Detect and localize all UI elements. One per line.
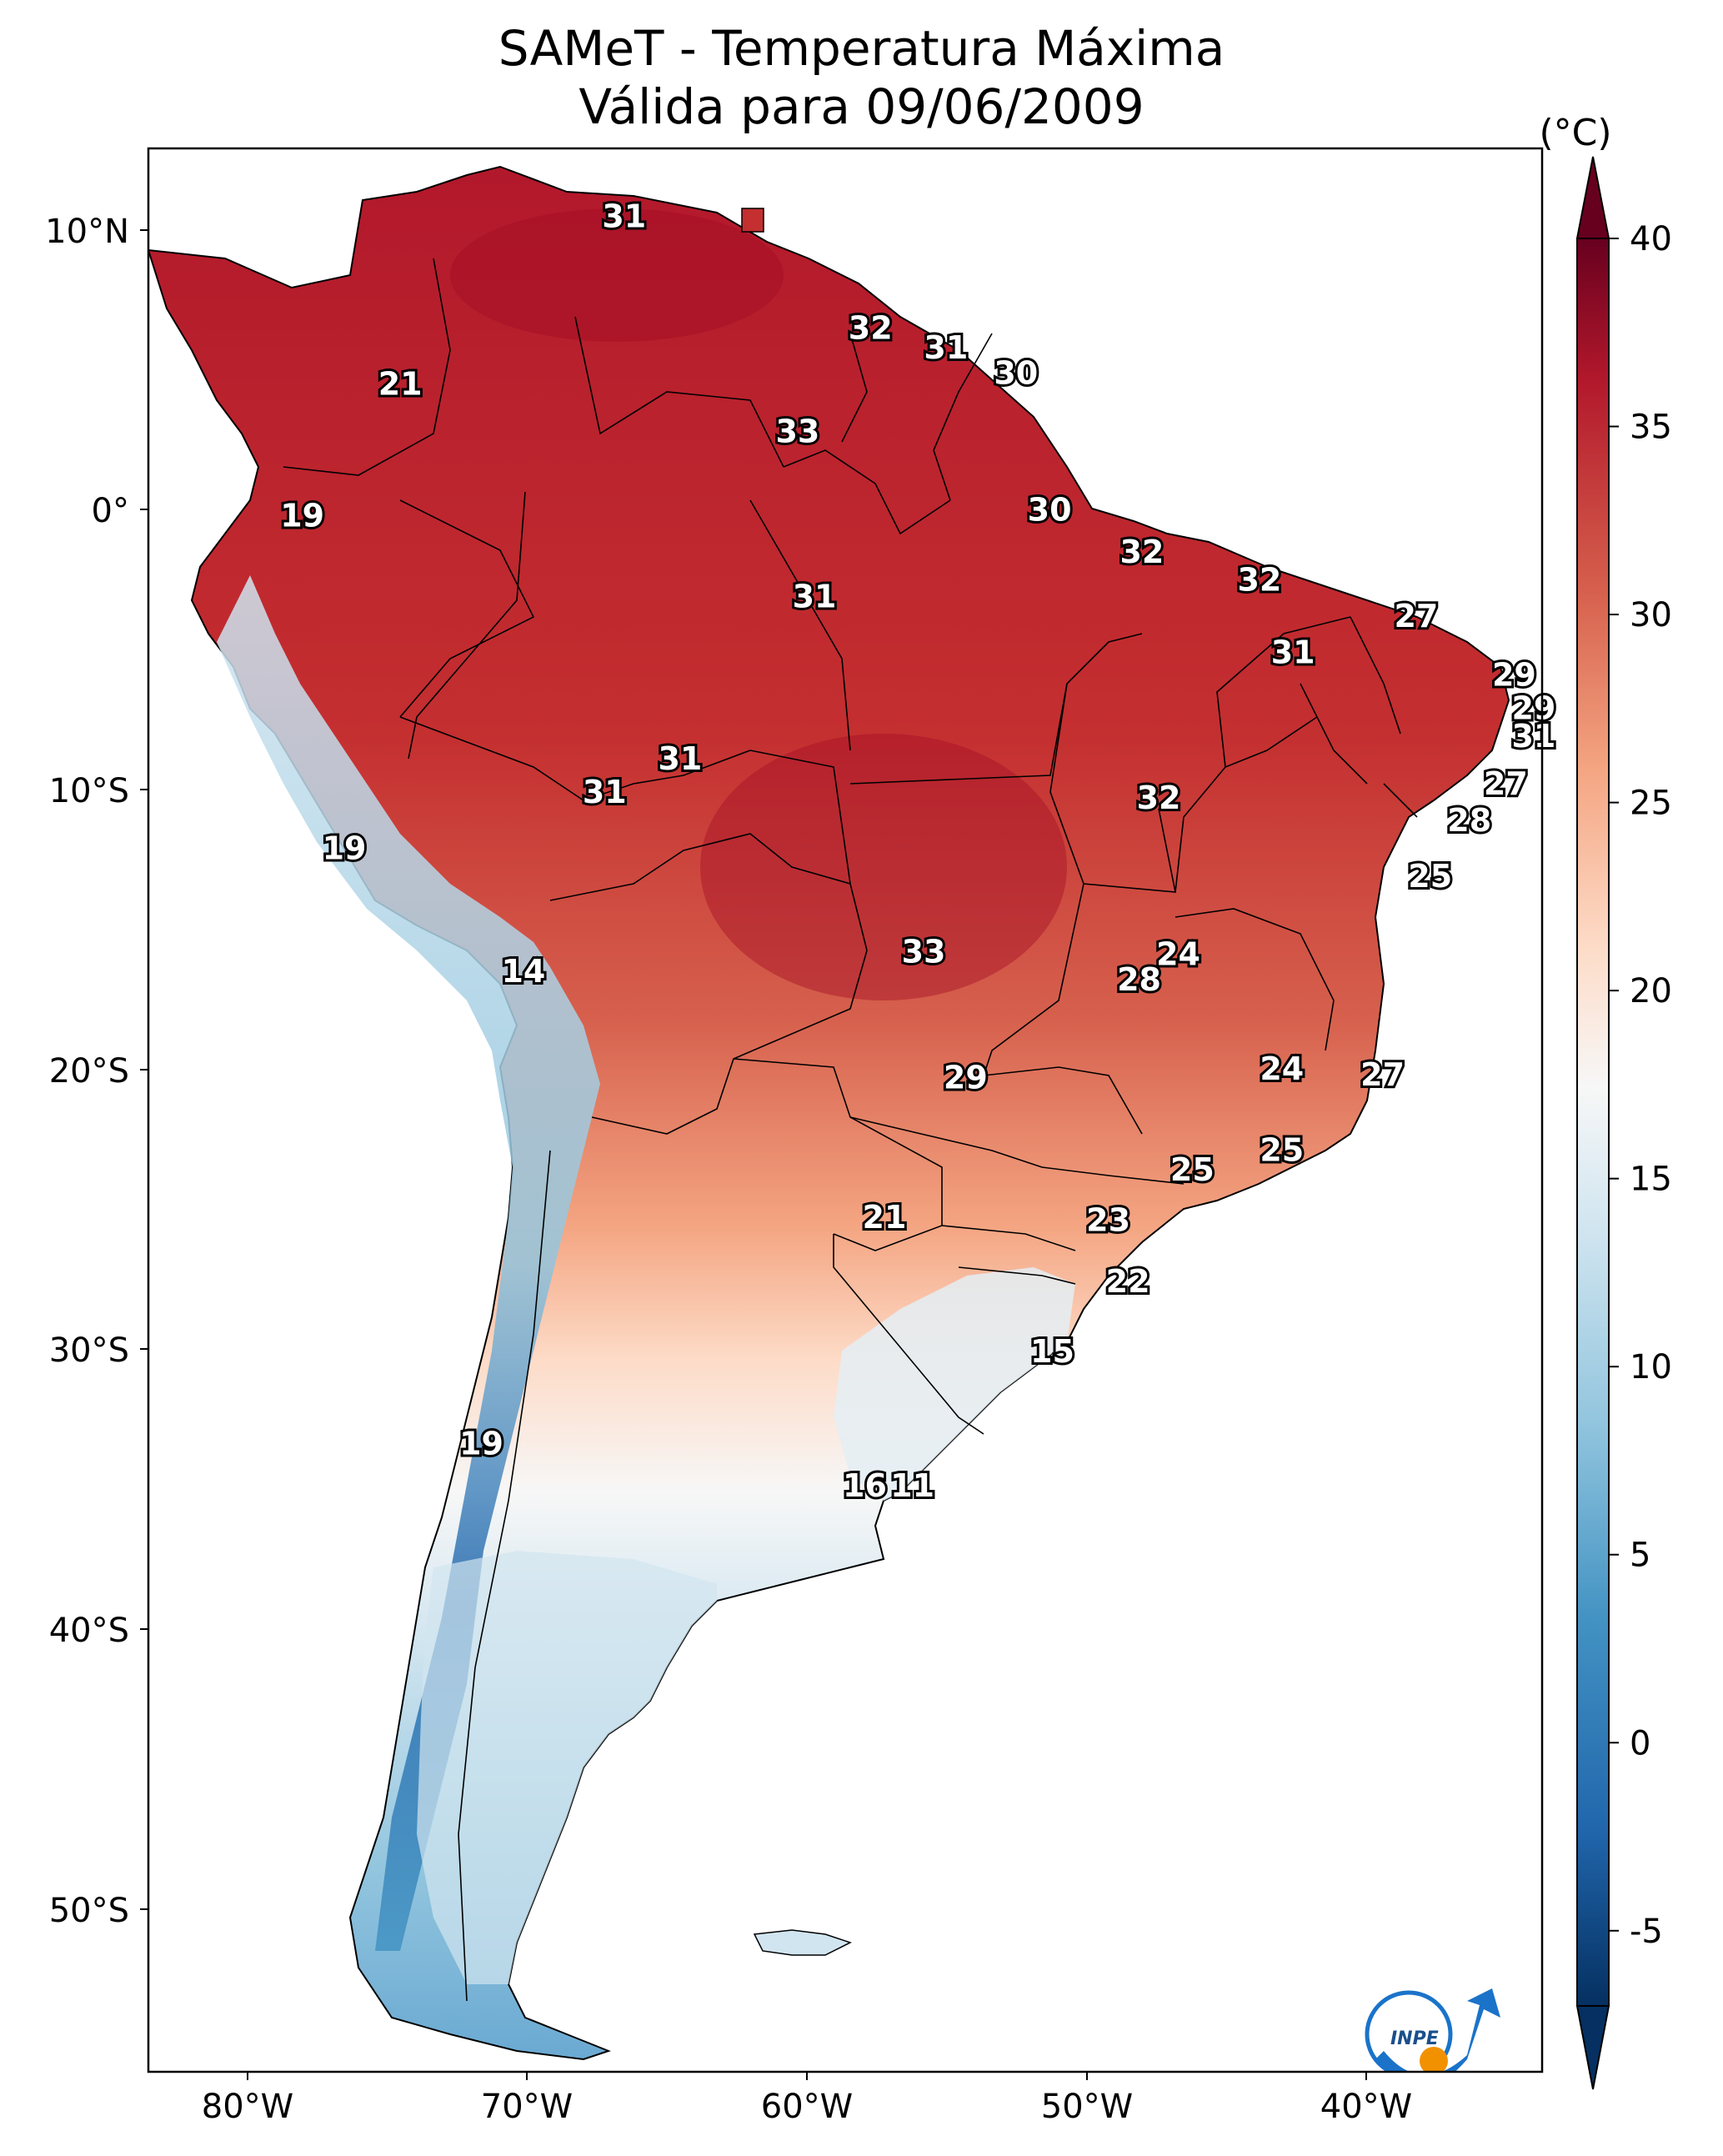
station-temperature-label: 33 <box>775 414 819 450</box>
lat-label: 10°N <box>45 213 129 251</box>
station-temperature-label: 19 <box>459 1426 503 1462</box>
colorbar-tick-label: 0 <box>1630 1724 1650 1762</box>
station-temperature-label: 31 <box>1511 718 1555 755</box>
map-border <box>147 147 1544 2073</box>
colorbar-unit: (°C) <box>1539 112 1611 154</box>
falkland-islands <box>753 1929 852 1956</box>
station-temperature-label: 14 <box>501 953 545 990</box>
map-title: SAMeT - Temperatura Máxima <box>498 20 1225 77</box>
lon-label: 40°W <box>1320 2088 1412 2126</box>
station-temperature-label: 21 <box>863 1199 907 1236</box>
lat-label: 20°S <box>49 1052 129 1091</box>
colorbar-tick-label: 10 <box>1630 1348 1672 1386</box>
station-temperature-label: 27 <box>1394 598 1438 634</box>
station-temperature-label: 24 <box>1156 936 1200 973</box>
station-temperature-label: 21 <box>378 366 423 403</box>
lat-label: 40°S <box>49 1612 129 1650</box>
uruguay-cool-region <box>834 1267 1075 1501</box>
station-temperature-label: 32 <box>1119 534 1164 570</box>
country-borders <box>283 258 1418 2002</box>
station-temperature-label: 30 <box>994 354 1038 391</box>
station-temperature-label: 29 <box>1511 690 1555 727</box>
lat-label: 0° <box>92 492 129 530</box>
station-temperature-label: 19 <box>323 830 367 866</box>
trinidad-island <box>741 208 764 233</box>
station-temperature-label: 30 <box>1028 492 1072 529</box>
lat-label: 10°S <box>49 772 129 810</box>
station-temperature-label: 28 <box>1447 802 1491 839</box>
inpe-logo: INPE <box>1365 1988 1500 2072</box>
station-temperature-label: 31 <box>658 740 702 777</box>
andes-cold-band <box>217 575 600 1951</box>
colorbar-tick-label: 25 <box>1630 785 1672 823</box>
station-temperature-label: 31 <box>924 329 968 366</box>
colorbar: (°C) 40 35 30 25 20 15 10 5 0 -5 <box>1539 112 1672 2090</box>
lat-label: 30°S <box>49 1331 129 1370</box>
colorbar-tick-label: 5 <box>1630 1537 1650 1575</box>
station-temperature-label: 15 <box>1030 1333 1074 1370</box>
colorbar-bottom-extend <box>1575 2005 1610 2090</box>
hot-region-north <box>450 208 784 342</box>
map-subtitle: Válida para 09/06/2009 <box>579 78 1144 135</box>
station-temperature-label: 31 <box>793 579 837 615</box>
lon-label: 70°W <box>481 2088 573 2126</box>
colorbar-tick-label: 30 <box>1630 596 1672 634</box>
lat-axis: 10°N 0° 10°S 20°S 30°S 40°S 50°S <box>45 213 148 1930</box>
station-temperature-label: 31 <box>1271 634 1315 671</box>
station-temperature-label: 32 <box>1237 561 1281 598</box>
station-temperature-label: 23 <box>1086 1201 1130 1238</box>
colorbar-tick-label: 15 <box>1630 1161 1672 1199</box>
station-temperature-label: 29 <box>1492 656 1536 693</box>
lon-axis: 80°W 70°W 60°W 50°W 40°W <box>202 2072 1412 2126</box>
station-temperature-label: 31 <box>602 198 646 234</box>
station-temperature-label: 19 <box>280 497 324 534</box>
colorbar-tick-label: 20 <box>1630 972 1672 1010</box>
station-temperature-label: 25 <box>1170 1151 1215 1188</box>
lon-label: 60°W <box>761 2088 853 2126</box>
station-temperature-label: 22 <box>1106 1263 1150 1300</box>
station-temperature-label: 25 <box>1260 1131 1304 1168</box>
station-temperature-label: 25 <box>1408 858 1452 895</box>
lon-label: 80°W <box>202 2088 293 2126</box>
station-temperature-label: 27 <box>1484 765 1528 802</box>
station-temperature-label: 31 <box>583 774 627 810</box>
lon-label: 50°W <box>1041 2088 1133 2126</box>
station-temperature-label: 33 <box>902 933 946 970</box>
hot-region-center <box>700 734 1067 1000</box>
station-temperature-label: 32 <box>1137 780 1181 816</box>
station-temperature-label: 16 <box>843 1467 887 1504</box>
inpe-logo-text: INPE <box>1390 2028 1439 2049</box>
lat-label: 50°S <box>49 1892 129 1930</box>
station-temperature-label: 11 <box>890 1467 934 1504</box>
colorbar-tick-label: -5 <box>1630 1913 1663 1951</box>
station-temperature-label: 28 <box>1117 961 1161 998</box>
station-temperature-label: 24 <box>1260 1050 1304 1087</box>
station-temperature-label: 29 <box>944 1059 988 1096</box>
colorbar-bar <box>1576 238 1610 2007</box>
patagonia-cool-region <box>417 1551 717 1984</box>
colorbar-tick-label: 40 <box>1630 220 1672 258</box>
colorbar-top-extend <box>1575 156 1610 239</box>
station-temperature-label: 27 <box>1360 1056 1405 1093</box>
station-temperature-label: 32 <box>849 310 893 347</box>
colorbar-tick-label: 35 <box>1630 409 1672 447</box>
